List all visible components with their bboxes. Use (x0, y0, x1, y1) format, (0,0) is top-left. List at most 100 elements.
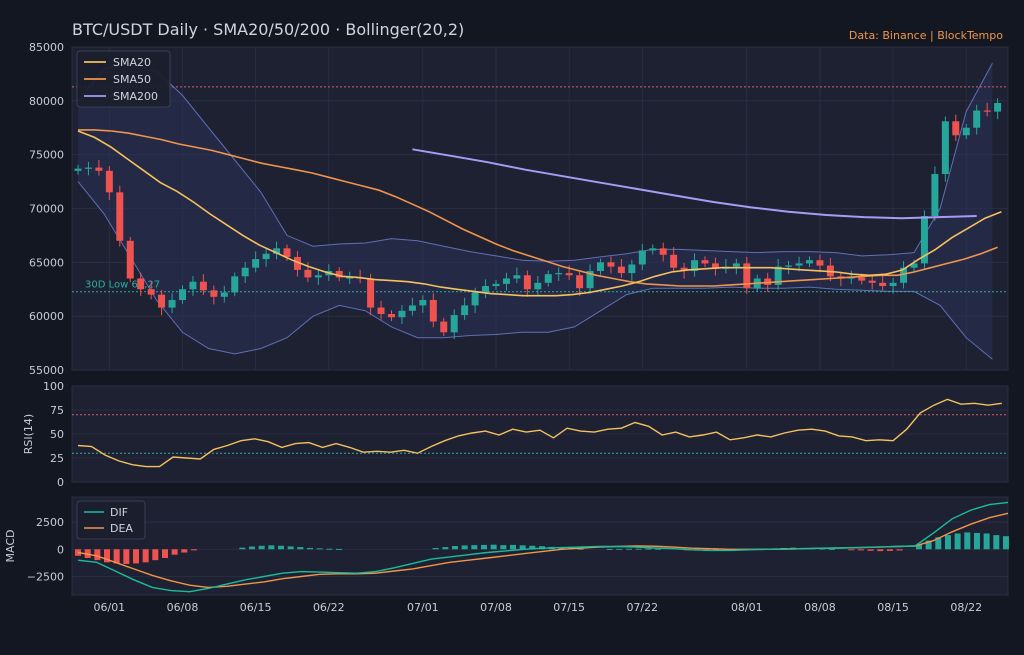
macd-histogram-bar (944, 535, 951, 550)
macd-histogram-bar (490, 544, 497, 550)
macd-histogram-bar (480, 544, 487, 550)
macd-histogram-bar (645, 548, 652, 550)
candle-body (983, 110, 991, 112)
candle-body (868, 280, 876, 283)
legend-entry: SMA20 (113, 56, 151, 69)
candle-body (210, 290, 218, 297)
candle-body (858, 277, 866, 281)
chart-title: BTC/USDT Daily · SMA20/50/200 · Bollinge… (72, 20, 464, 39)
candle-body (367, 278, 375, 308)
candle-body (523, 275, 531, 290)
legend-entry: SMA50 (113, 73, 151, 86)
macd-histogram-bar (287, 546, 294, 550)
candle-body (408, 305, 416, 311)
candle-body (440, 321, 448, 333)
candle-body (785, 265, 793, 267)
x-tick-label: 06/15 (240, 601, 272, 614)
candle-body (900, 267, 908, 283)
candle-body (502, 278, 510, 284)
macd-dif-line (77, 501, 1009, 593)
candle-body (586, 270, 594, 289)
bollinger-lower-line (77, 181, 993, 360)
candle-body (126, 240, 134, 279)
macd-histogram-bar (316, 548, 323, 550)
candle-body (137, 278, 145, 290)
candle-body (116, 192, 124, 241)
candle-body (293, 256, 301, 270)
x-tick-label: 07/22 (626, 601, 658, 614)
candle-body (231, 276, 239, 293)
candle-body (168, 300, 176, 308)
candle-body (670, 254, 678, 268)
x-tick-label: 07/01 (407, 601, 439, 614)
macd-histogram-bar (925, 540, 932, 550)
macd-histogram-bar (529, 545, 536, 550)
rsi-tick-label: 100 (43, 380, 64, 393)
macd-histogram-bar (113, 549, 120, 564)
candle-body (691, 260, 699, 271)
x-tick-label: 08/15 (877, 601, 909, 614)
candle-body (847, 277, 855, 279)
candle-body (429, 300, 437, 322)
macd-histogram-bar (181, 549, 188, 553)
rsi-tick-label: 75 (50, 404, 64, 417)
candle-body (576, 275, 584, 289)
macd-histogram-bar (248, 546, 255, 550)
price-tick-label: 65000 (29, 256, 64, 269)
candle-body (889, 282, 897, 287)
macd-histogram-bar (335, 548, 342, 550)
candle-body (597, 262, 604, 271)
macd-histogram-bar (190, 549, 197, 551)
candle-body (941, 121, 949, 175)
candle-body (649, 248, 657, 251)
rsi-axis-label: RSI(14) (22, 414, 35, 454)
macd-legend-box (76, 500, 146, 540)
candle-body (482, 286, 490, 293)
macd-histogram-bar (268, 545, 275, 550)
macd-histogram-bar (306, 547, 313, 550)
macd-histogram-bar (277, 545, 284, 550)
sma50-line (78, 129, 998, 287)
macd-histogram-bar (297, 547, 304, 550)
candle-body (189, 281, 197, 290)
macd-legend-entry: DEA (110, 522, 133, 535)
candle-body (701, 260, 709, 264)
macd-histogram-bar (239, 547, 246, 550)
legend-entry: SMA200 (113, 90, 158, 103)
price-tick-label: 85000 (29, 41, 64, 54)
macd-tick-label: −2500 (27, 570, 64, 583)
price-legend-box (76, 50, 171, 108)
macd-histogram-bar (94, 549, 101, 561)
macd-histogram-bar (103, 549, 110, 563)
x-tick-label: 07/08 (480, 601, 512, 614)
price-tick-label: 75000 (29, 149, 64, 162)
macd-histogram-bar (935, 537, 942, 550)
x-tick-label: 06/08 (167, 601, 199, 614)
macd-histogram-bar (1002, 536, 1009, 550)
candle-body (84, 167, 92, 169)
macd-histogram-bar (161, 549, 168, 558)
rsi-line (77, 398, 1002, 468)
bollinger-band-fill (78, 63, 993, 360)
candle-body (920, 216, 928, 264)
candle-body (795, 263, 803, 266)
candle-body (659, 248, 667, 255)
candle-body (471, 292, 479, 306)
sma200-line (412, 148, 977, 220)
macd-histogram-bar (616, 548, 623, 550)
candle-body (638, 250, 646, 265)
candle-body (314, 275, 322, 278)
candle-body (105, 170, 113, 193)
price-tick-label: 55000 (29, 364, 64, 377)
rsi-tick-label: 0 (57, 476, 64, 489)
candle-body (962, 127, 970, 136)
candle-body (879, 282, 887, 287)
price-tick-label: 80000 (29, 95, 64, 108)
macd-histogram-bar (964, 532, 971, 550)
candle-body (910, 263, 918, 268)
macd-histogram-bar (142, 549, 149, 563)
candle-body (398, 310, 406, 318)
macd-histogram-bar (915, 544, 922, 550)
macd-histogram-bar (877, 549, 884, 552)
